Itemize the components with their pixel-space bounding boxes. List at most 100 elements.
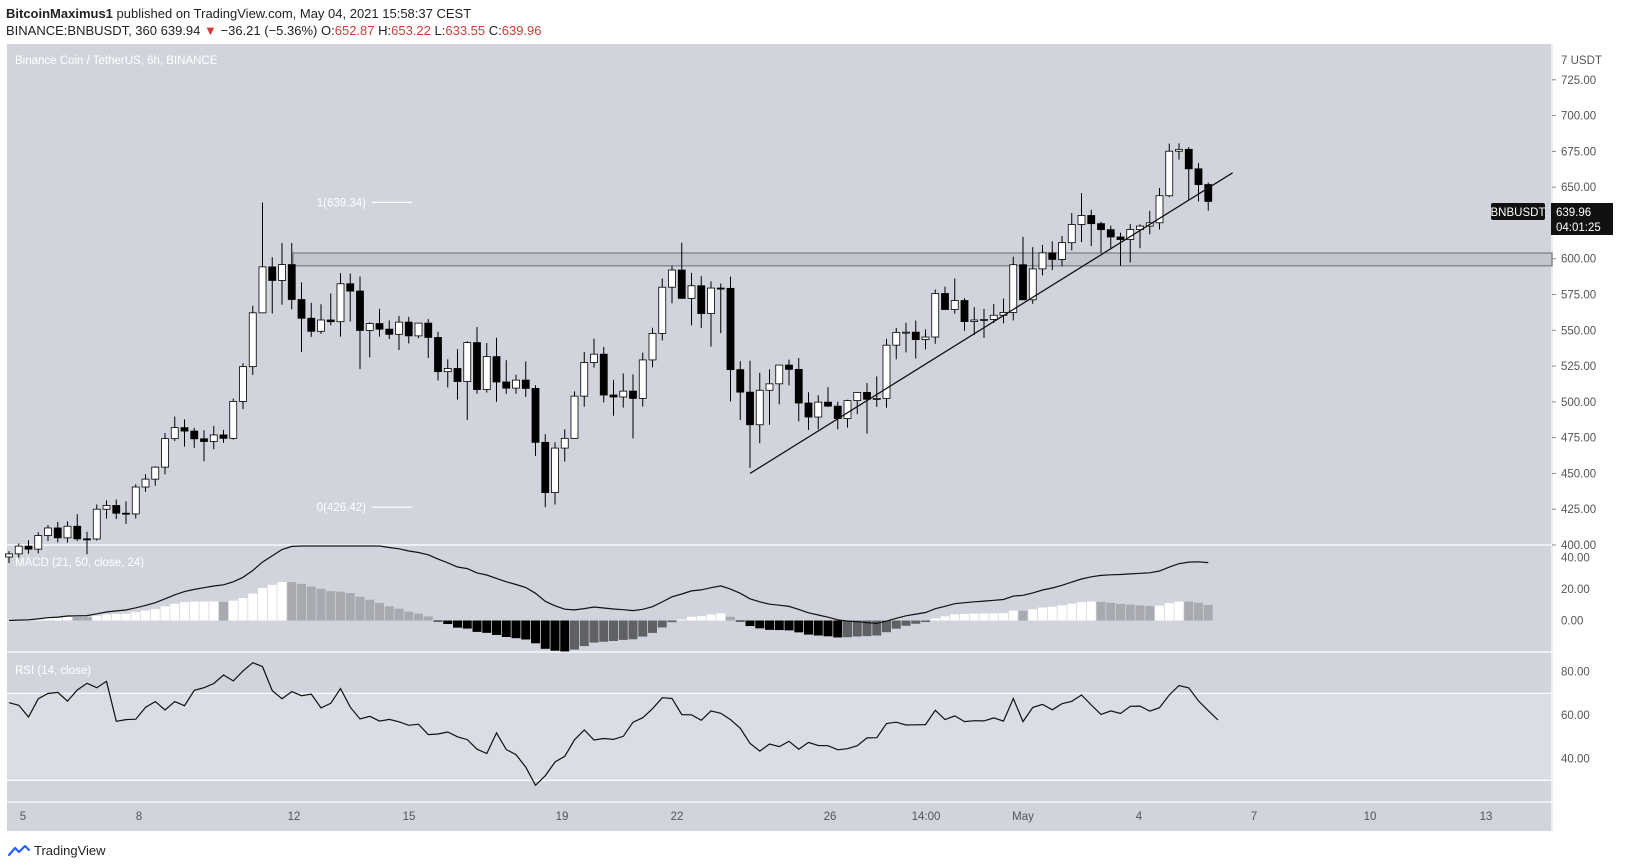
- macd-line: [8, 545, 1209, 625]
- candle: [482, 356, 491, 390]
- pane-title: Binance Coin / TetherUS, 6h, BINANCE: [15, 55, 218, 67]
- candle: [248, 312, 257, 368]
- candle: [219, 434, 228, 439]
- candle: [1028, 268, 1037, 301]
- candle: [541, 441, 550, 494]
- candle: [453, 368, 462, 382]
- brand[interactable]: TradingView: [8, 843, 106, 858]
- candle: [1097, 223, 1105, 231]
- candle: [170, 427, 179, 440]
- time-axis[interactable]: 5 8 12 15 19 22 26 14:00 May 4 7 10 13: [20, 811, 1493, 823]
- macd-bar: [716, 613, 726, 621]
- macd-bar: [657, 620, 667, 628]
- price-tick-label: 500.00: [1561, 397, 1596, 409]
- price-tick-label: 450.00: [1561, 468, 1596, 480]
- macd-bar: [677, 619, 687, 621]
- macd-bar: [72, 617, 82, 621]
- candle: [941, 293, 949, 310]
- macd-bar: [1184, 601, 1194, 621]
- macd-bar: [1194, 602, 1203, 621]
- candle: [697, 285, 706, 314]
- macd-bar: [1135, 605, 1145, 621]
- candle: [278, 264, 286, 281]
- macd-bar: [1077, 602, 1086, 621]
- macd-bar: [794, 620, 804, 633]
- candle: [892, 332, 901, 346]
- candle: [317, 319, 325, 332]
- macd-bar: [1155, 605, 1164, 621]
- candle: [609, 394, 618, 398]
- candle: [287, 264, 296, 300]
- macd-bar: [326, 591, 336, 621]
- macd-bar: [1057, 605, 1067, 621]
- macd-bar: [628, 620, 638, 640]
- ohlc-line: BINANCE:BNBUSDT, 360 639.94 ▼ −36.21 (−5…: [6, 23, 542, 38]
- macd-bar: [472, 620, 482, 632]
- price-axis[interactable]: 7 USDT725.00700.00675.00650.00625.00600.…: [1552, 55, 1602, 552]
- candle: [180, 427, 189, 432]
- macd-bar: [1145, 606, 1155, 621]
- macd-bar: [228, 600, 238, 621]
- rsi-title: RSI (14, close): [15, 665, 91, 677]
- macd-bar: [492, 620, 501, 635]
- macd-bar: [687, 616, 696, 621]
- candle: [434, 337, 442, 373]
- candle: [980, 319, 988, 321]
- candle: [1048, 252, 1057, 260]
- macd-bar: [1096, 601, 1106, 621]
- macd-bar: [277, 581, 287, 621]
- symbol-line: BINANCE:BNBUSDT, 360: [6, 23, 157, 38]
- macd-axis: 40.00 20.00 0.00: [1561, 553, 1590, 628]
- macd-bar: [1038, 607, 1047, 621]
- candle: [560, 437, 569, 449]
- price-tag-bg: [1551, 203, 1613, 235]
- macd-bar: [930, 618, 940, 621]
- candles: [5, 143, 1213, 564]
- candle: [404, 321, 413, 337]
- candle: [677, 269, 686, 299]
- candle: [336, 283, 345, 323]
- candle: [716, 287, 725, 290]
- macd-bar: [921, 620, 930, 623]
- macd-bar: [989, 613, 999, 621]
- macd-bar: [911, 620, 921, 624]
- candle: [356, 290, 364, 331]
- candle: [1038, 252, 1047, 270]
- macd-bar: [570, 620, 579, 650]
- macd-bar: [1067, 603, 1077, 621]
- candle: [414, 322, 423, 337]
- candle: [785, 364, 793, 370]
- macd-bar: [999, 613, 1008, 621]
- candle: [502, 381, 511, 389]
- price-tick-label: 600.00: [1561, 254, 1596, 266]
- macd-bar: [550, 620, 560, 651]
- macd-bar: [960, 613, 969, 621]
- macd-bar: [199, 601, 209, 621]
- candle: [365, 323, 374, 331]
- macd-bar: [219, 601, 228, 621]
- time-tick-label: 13: [1480, 811, 1493, 823]
- macd-bar: [102, 614, 111, 621]
- candle: [151, 466, 160, 480]
- resistance-zone[interactable]: [292, 252, 1553, 267]
- candle: [395, 321, 403, 335]
- macd-bar: [882, 620, 891, 633]
- time-tick-label: 22: [671, 811, 684, 823]
- down-arrow-icon: ▼: [204, 23, 217, 38]
- macd-bar: [238, 598, 248, 621]
- macd-bar: [560, 620, 570, 652]
- macd-bar: [735, 620, 745, 622]
- macd-bar: [618, 620, 628, 640]
- candle: [765, 383, 774, 391]
- ascending-support-line[interactable]: [749, 172, 1233, 474]
- macd-bar: [531, 620, 540, 644]
- macd-bar: [774, 620, 784, 631]
- macd-bar: [1106, 602, 1116, 621]
- macd-bar: [950, 614, 960, 621]
- candle: [73, 525, 82, 540]
- candle: [1058, 242, 1066, 260]
- macd-bar: [121, 613, 131, 621]
- candle: [1165, 150, 1174, 197]
- macd-bar: [365, 599, 375, 621]
